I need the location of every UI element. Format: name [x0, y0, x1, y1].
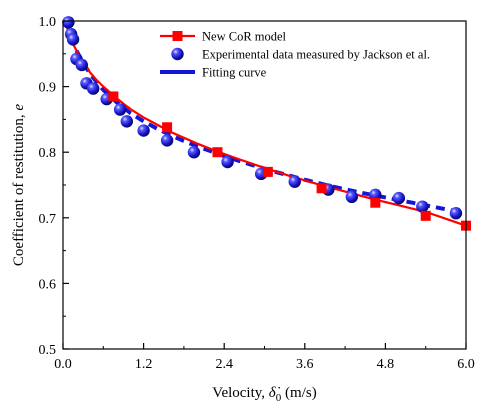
experimental-point	[66, 33, 80, 46]
experimental-point	[392, 191, 406, 205]
x-tick-label: 1.2	[135, 357, 153, 372]
y-tick-label: 0.6	[39, 277, 57, 292]
y-tick-label: 0.5	[39, 343, 57, 358]
experimental-point	[62, 16, 75, 29]
x-tick-label: 3.6	[296, 357, 314, 372]
axes: 0.0 1.2 2.4 3.6 4.8 6.0 0.5 0.6 0.7 0.8 0.9 1.0 Velo…	[11, 15, 475, 404]
experimental-point	[75, 58, 89, 72]
x-axis-title: Velocity, δ̇0 (m/s)	[212, 385, 316, 404]
plot-area	[62, 16, 471, 231]
cor-model-marker	[262, 166, 273, 177]
legend-swatch-cor-model-marker	[172, 31, 183, 41]
experimental-point	[120, 115, 134, 128]
legend-swatch-experimental	[171, 47, 184, 61]
cor-model-marker	[420, 210, 431, 221]
cor-model-marker	[108, 91, 119, 102]
x-tick-label: 4.8	[377, 357, 395, 372]
experimental-point	[449, 207, 463, 220]
experimental-point	[113, 103, 127, 116]
legend-label-cor-model: New CoR model	[202, 30, 287, 44]
x-tick-label: 6.0	[457, 357, 475, 372]
x-tick-label: 0.0	[54, 357, 72, 372]
x-tick-label: 2.4	[215, 357, 233, 372]
experimental-point	[160, 134, 174, 147]
legend-label-fitting-curve: Fitting curve	[202, 66, 267, 80]
cor-model-marker	[370, 197, 381, 208]
y-tick-label: 0.7	[39, 212, 57, 227]
experimental-point	[87, 82, 100, 95]
experimental-point	[221, 155, 234, 169]
y-tick-label: 0.8	[39, 146, 57, 161]
cor-model-marker	[212, 147, 223, 158]
y-tick-label: 1.0	[39, 15, 57, 30]
cor-model-marker	[316, 183, 327, 194]
legend-label-experimental: Experimental data measured by Jackson et…	[202, 48, 430, 62]
legend: New CoR model Experimental data measured …	[160, 30, 430, 80]
experimental-point	[187, 146, 201, 159]
experimental-point	[345, 190, 359, 204]
y-tick-label: 0.9	[39, 81, 57, 96]
experimental-point	[416, 200, 429, 213]
experimental-point	[288, 175, 301, 188]
y-axis-title: Coefficient of restitution, e	[11, 104, 27, 267]
experimental-point	[137, 124, 150, 137]
cor-model-marker	[162, 122, 173, 133]
